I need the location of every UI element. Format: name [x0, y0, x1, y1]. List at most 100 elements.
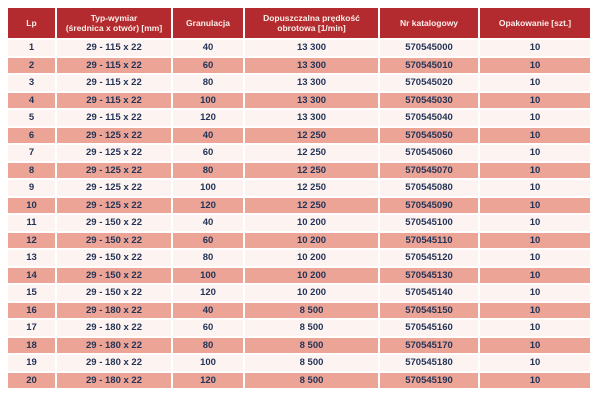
table-cell-nr-katalogowy: 570545000 [380, 40, 478, 56]
table-cell-predkosc: 10 200 [245, 285, 378, 301]
table-cell-nr-katalogowy: 570545050 [380, 127, 478, 143]
table-row: 12 29 - 150 x 22 60 10 200 570545110 10 [8, 232, 590, 248]
table-cell-nr-katalogowy: 570545030 [380, 92, 478, 108]
table-cell-opakowanie: 10 [480, 127, 590, 143]
table-cell-opakowanie: 10 [480, 110, 590, 126]
table-cell-nr-katalogowy: 570545100 [380, 215, 478, 231]
table-cell-nr-katalogowy: 570545110 [380, 232, 478, 248]
table-cell-nr-katalogowy: 570545190 [380, 372, 478, 388]
table-cell-opakowanie: 10 [480, 337, 590, 353]
table-cell-predkosc: 8 500 [245, 355, 378, 371]
table-row: 6 29 - 125 x 22 40 12 250 570545050 10 [8, 127, 590, 143]
table-cell-nr-katalogowy: 570545060 [380, 145, 478, 161]
table-header-row: Lp Typ-wymiar (średnica x otwór) [mm] Gran… [8, 8, 590, 38]
table-row: 4 29 - 115 x 22 100 13 300 570545030 10 [8, 92, 590, 108]
table-cell-predkosc: 10 200 [245, 267, 378, 283]
table-cell-lp: 13 [8, 250, 55, 266]
column-header-lp: Lp [8, 8, 55, 38]
table-row: 16 29 - 180 x 22 40 8 500 570545150 10 [8, 302, 590, 318]
table-cell-lp: 6 [8, 127, 55, 143]
table-cell-lp: 4 [8, 92, 55, 108]
table-cell-predkosc: 8 500 [245, 302, 378, 318]
table-cell-granulacja: 120 [173, 372, 243, 388]
table-cell-nr-katalogowy: 570545140 [380, 285, 478, 301]
table-row: 9 29 - 125 x 22 100 12 250 570545080 10 [8, 180, 590, 196]
table-cell-predkosc: 13 300 [245, 92, 378, 108]
table-cell-lp: 8 [8, 162, 55, 178]
table-cell-opakowanie: 10 [480, 250, 590, 266]
table-cell-typ-wymiar: 29 - 150 x 22 [57, 215, 171, 231]
table-cell-nr-katalogowy: 570545150 [380, 302, 478, 318]
table-cell-predkosc: 12 250 [245, 145, 378, 161]
table-cell-nr-katalogowy: 570545090 [380, 197, 478, 213]
table-cell-predkosc: 12 250 [245, 127, 378, 143]
table-row: 1 29 - 115 x 22 40 13 300 570545000 10 [8, 40, 590, 56]
table-cell-predkosc: 13 300 [245, 57, 378, 73]
table-cell-typ-wymiar: 29 - 150 x 22 [57, 285, 171, 301]
table-cell-lp: 2 [8, 57, 55, 73]
table-cell-typ-wymiar: 29 - 115 x 22 [57, 57, 171, 73]
table-cell-typ-wymiar: 29 - 180 x 22 [57, 337, 171, 353]
table-cell-opakowanie: 10 [480, 180, 590, 196]
table-cell-lp: 12 [8, 232, 55, 248]
table-cell-opakowanie: 10 [480, 92, 590, 108]
table-cell-predkosc: 12 250 [245, 162, 378, 178]
table-cell-predkosc: 13 300 [245, 40, 378, 56]
table-cell-granulacja: 120 [173, 110, 243, 126]
table-cell-granulacja: 40 [173, 302, 243, 318]
table-cell-granulacja: 100 [173, 267, 243, 283]
table-cell-lp: 3 [8, 75, 55, 91]
table-row: 7 29 - 125 x 22 60 12 250 570545060 10 [8, 145, 590, 161]
table-cell-opakowanie: 10 [480, 57, 590, 73]
table-row: 15 29 - 150 x 22 120 10 200 570545140 10 [8, 285, 590, 301]
column-header-typ-wymiar: Typ-wymiar (średnica x otwór) [mm] [57, 8, 171, 38]
table-cell-lp: 16 [8, 302, 55, 318]
table-cell-typ-wymiar: 29 - 150 x 22 [57, 232, 171, 248]
table-cell-lp: 10 [8, 197, 55, 213]
table-cell-lp: 9 [8, 180, 55, 196]
table-cell-predkosc: 8 500 [245, 372, 378, 388]
table-cell-granulacja: 40 [173, 127, 243, 143]
table-cell-predkosc: 12 250 [245, 197, 378, 213]
table-row: 3 29 - 115 x 22 80 13 300 570545020 10 [8, 75, 590, 91]
table-cell-opakowanie: 10 [480, 75, 590, 91]
table-cell-granulacja: 60 [173, 320, 243, 336]
table-cell-nr-katalogowy: 570545130 [380, 267, 478, 283]
table-cell-predkosc: 10 200 [245, 215, 378, 231]
table-cell-granulacja: 80 [173, 75, 243, 91]
table-cell-opakowanie: 10 [480, 145, 590, 161]
table-cell-opakowanie: 10 [480, 285, 590, 301]
table-cell-predkosc: 8 500 [245, 337, 378, 353]
table-cell-typ-wymiar: 29 - 180 x 22 [57, 302, 171, 318]
product-table: Lp Typ-wymiar (średnica x otwór) [mm] Gran… [8, 8, 590, 388]
table-cell-granulacja: 80 [173, 162, 243, 178]
table-cell-nr-katalogowy: 570545070 [380, 162, 478, 178]
table-cell-opakowanie: 10 [480, 40, 590, 56]
table-cell-lp: 20 [8, 372, 55, 388]
table-cell-lp: 18 [8, 337, 55, 353]
table-cell-typ-wymiar: 29 - 150 x 22 [57, 250, 171, 266]
table-row: 10 29 - 125 x 22 120 12 250 570545090 10 [8, 197, 590, 213]
table-cell-opakowanie: 10 [480, 372, 590, 388]
column-header-nr-katalogowy: Nr katalogowy [380, 8, 478, 38]
table-cell-granulacja: 120 [173, 197, 243, 213]
table-cell-opakowanie: 10 [480, 197, 590, 213]
table-cell-typ-wymiar: 29 - 125 x 22 [57, 180, 171, 196]
table-cell-typ-wymiar: 29 - 180 x 22 [57, 372, 171, 388]
table-cell-lp: 15 [8, 285, 55, 301]
table-cell-typ-wymiar: 29 - 125 x 22 [57, 127, 171, 143]
table-cell-predkosc: 13 300 [245, 75, 378, 91]
table-cell-granulacja: 80 [173, 337, 243, 353]
table-cell-predkosc: 13 300 [245, 110, 378, 126]
table-cell-opakowanie: 10 [480, 232, 590, 248]
table-cell-lp: 14 [8, 267, 55, 283]
table-row: 14 29 - 150 x 22 100 10 200 570545130 10 [8, 267, 590, 283]
table-cell-opakowanie: 10 [480, 162, 590, 178]
table-cell-nr-katalogowy: 570545040 [380, 110, 478, 126]
table-cell-granulacja: 100 [173, 180, 243, 196]
table-cell-lp: 7 [8, 145, 55, 161]
table-cell-typ-wymiar: 29 - 125 x 22 [57, 162, 171, 178]
table-row: 5 29 - 115 x 22 120 13 300 570545040 10 [8, 110, 590, 126]
table-cell-nr-katalogowy: 570545120 [380, 250, 478, 266]
table-cell-nr-katalogowy: 570545020 [380, 75, 478, 91]
